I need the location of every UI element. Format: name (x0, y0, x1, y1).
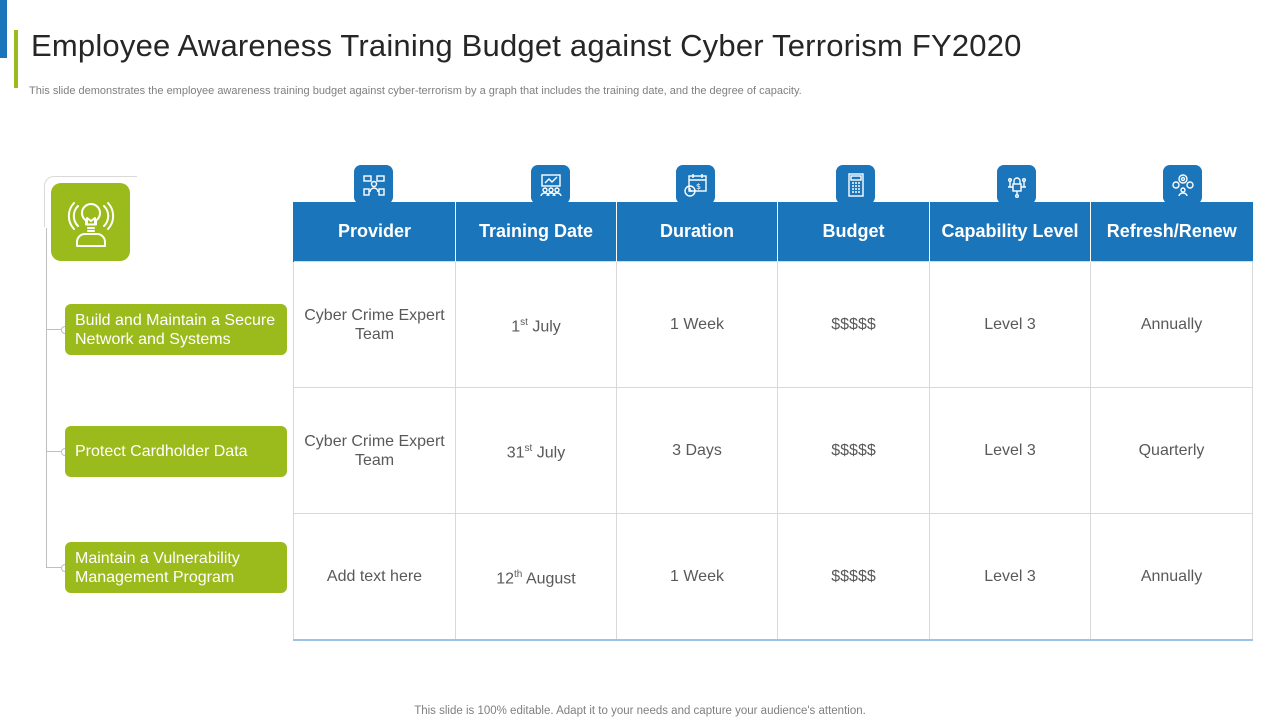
cell-budget: $$$$$ (777, 387, 930, 514)
cell-training-date: 12th August (455, 513, 617, 641)
cell-duration: 3 Days (616, 387, 778, 514)
date-day: 12 (496, 570, 515, 588)
date-month: August (522, 570, 576, 588)
cell-budget: $$$$$ (777, 513, 930, 641)
sidebar-item-cardholder-data: Protect Cardholder Data (65, 426, 287, 477)
date-suffix: st (524, 442, 533, 454)
sidebar-item-secure-network: Build and Maintain a Secure Network and … (65, 304, 287, 355)
presentation-audience-icon (531, 165, 570, 204)
cell-training-date: 1st July (455, 261, 617, 388)
lightbulb-person-icon (51, 183, 130, 261)
column-header-budget: Budget (777, 202, 930, 262)
cell-budget: $$$$$ (777, 261, 930, 388)
accent-bar-blue (0, 0, 7, 58)
connector-branch (46, 567, 66, 568)
page-subtitle: This slide demonstrates the employee awa… (29, 85, 802, 97)
date-month: July (527, 318, 561, 336)
sidebar-item-label: Build and Maintain a Secure Network and … (75, 311, 276, 348)
sidebar-item-label: Maintain a Vulnerability Management Prog… (75, 549, 240, 586)
sidebar-item-label: Protect Cardholder Data (75, 443, 248, 460)
connector-branch (46, 451, 66, 452)
cell-refresh-renew: Annually (1090, 261, 1253, 388)
table-header-row: Provider Training Date Duration Budget C… (293, 202, 1253, 262)
training-budget-table: Provider Training Date Duration Budget C… (293, 202, 1253, 641)
footer-note: This slide is 100% editable. Adapt it to… (414, 705, 866, 717)
cell-capability-level: Level 3 (929, 513, 1091, 641)
column-header-capability-level: Capability Level (929, 202, 1091, 262)
cell-duration: 1 Week (616, 261, 778, 388)
table-row: Cyber Crime Expert Team 31st July 3 Days… (293, 387, 1253, 514)
date-suffix: st (520, 316, 528, 328)
cell-refresh-renew: Quarterly (1090, 387, 1253, 514)
table-row: Cyber Crime Expert Team 1st July 1 Week … (293, 261, 1253, 388)
date-day: 1 (511, 318, 521, 336)
cell-provider: Cyber Crime Expert Team (293, 387, 456, 514)
accent-bar-green (14, 30, 18, 88)
cell-duration: 1 Week (616, 513, 778, 641)
column-header-training-date: Training Date (455, 202, 617, 262)
cell-capability-level: Level 3 (929, 387, 1091, 514)
page-title: Employee Awareness Training Budget again… (31, 28, 1022, 63)
team-management-icon (354, 165, 393, 204)
sidebar-connector-line (46, 228, 47, 568)
connector-branch (46, 329, 66, 330)
cell-training-date: 31st July (455, 387, 617, 514)
cell-refresh-renew: Annually (1090, 513, 1253, 641)
table-row: Add text here 12th August 1 Week $$$$$ L… (293, 513, 1253, 641)
circuit-lock-icon (997, 165, 1036, 204)
cell-provider: Cyber Crime Expert Team (293, 261, 456, 388)
cell-capability-level: Level 3 (929, 261, 1091, 388)
svg-text:$: $ (696, 182, 701, 191)
column-header-provider: Provider (293, 202, 456, 262)
gears-person-icon (1163, 165, 1202, 204)
cell-provider: Add text here (293, 513, 456, 641)
sidebar-item-vulnerability-program: Maintain a Vulnerability Management Prog… (65, 542, 287, 593)
date-day: 31 (506, 444, 525, 462)
sidebar-frame (44, 176, 137, 227)
date-suffix: th (514, 568, 523, 580)
column-header-duration: Duration (616, 202, 778, 262)
calendar-clock-icon: $ (676, 165, 715, 204)
column-header-refresh-renew: Refresh/Renew (1090, 202, 1253, 262)
calculator-document-icon (836, 165, 875, 204)
date-month: July (532, 444, 566, 462)
